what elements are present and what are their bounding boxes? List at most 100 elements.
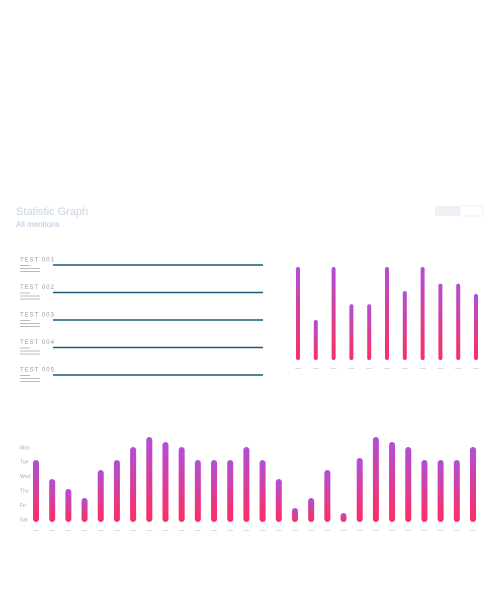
- button[interactable]: [435, 206, 460, 216]
- x-tick: [113, 530, 120, 531]
- x-tick: [330, 368, 337, 369]
- title: Statistic Graph: [16, 206, 88, 218]
- x-tick: [405, 530, 412, 531]
- x-tick: [275, 530, 282, 531]
- bar: [81, 498, 88, 522]
- y-label: Wed: [20, 474, 30, 480]
- x-tick: [227, 530, 234, 531]
- bar: [211, 460, 218, 522]
- x-tick: [178, 530, 185, 531]
- bar: [259, 460, 266, 522]
- bar: [130, 447, 137, 522]
- x-tick: [243, 530, 250, 531]
- bar: [356, 458, 363, 522]
- bar: [474, 293, 478, 360]
- sub-text: [20, 292, 30, 294]
- bar: [367, 304, 372, 360]
- bar: [372, 437, 379, 522]
- bar: [146, 437, 153, 522]
- item-label: TEST 004: [20, 340, 55, 346]
- sub-text: [20, 320, 30, 321]
- x-tick: [308, 530, 315, 531]
- bar: [97, 470, 104, 522]
- x-tick: [291, 530, 298, 531]
- item-label: TEST 005: [20, 368, 55, 374]
- bar: [438, 283, 443, 360]
- button[interactable]: [459, 205, 484, 217]
- bar: [456, 283, 461, 360]
- bar: [194, 460, 201, 522]
- x-tick: [194, 530, 201, 531]
- bar: [275, 479, 282, 522]
- bar: [470, 447, 476, 522]
- y-label: Sat: [20, 517, 28, 523]
- sub-text: [20, 295, 40, 297]
- x-tick: [401, 368, 408, 369]
- bar: [420, 267, 425, 360]
- sub-text: [20, 326, 40, 327]
- x-tick: [453, 530, 460, 531]
- x-tick: [419, 368, 426, 369]
- x-tick: [33, 530, 39, 531]
- x-tick: [470, 530, 476, 531]
- item-label: TEST 001: [20, 258, 55, 264]
- x-tick: [81, 530, 88, 531]
- sub-text: [20, 298, 40, 300]
- sub-text: [20, 268, 40, 269]
- sub-text: [20, 265, 30, 266]
- item-label: TEST 002: [20, 285, 55, 291]
- bar: [453, 460, 460, 522]
- sub-text: [20, 271, 40, 272]
- x-tick: [49, 530, 56, 531]
- x-tick: [384, 368, 390, 369]
- bar: [178, 447, 185, 522]
- bar: [349, 304, 354, 360]
- bar: [49, 479, 56, 522]
- bar: [33, 460, 39, 522]
- x-tick: [389, 530, 396, 531]
- y-label: Tue: [20, 460, 29, 466]
- x-tick: [312, 368, 319, 369]
- bar: [113, 460, 120, 522]
- bar: [405, 447, 412, 522]
- y-label: Thu: [20, 489, 29, 495]
- bar: [437, 460, 444, 522]
- x-tick: [366, 368, 373, 369]
- item-label: TEST 003: [20, 313, 55, 319]
- bar: [421, 460, 428, 522]
- sub-text: [20, 381, 40, 382]
- x-tick: [65, 530, 72, 531]
- sub-text: [20, 323, 40, 324]
- bar: [65, 489, 72, 522]
- bar: [385, 267, 389, 360]
- x-tick: [340, 530, 347, 531]
- bar: [243, 447, 250, 522]
- x-tick: [211, 530, 218, 531]
- x-tick: [437, 368, 444, 369]
- x-tick: [97, 530, 104, 531]
- x-tick: [437, 530, 444, 531]
- sub-text: [20, 350, 40, 352]
- y-label: Fri: [20, 503, 26, 509]
- subtitle: All mentions: [16, 220, 60, 229]
- sub-text: [20, 375, 30, 376]
- bar: [340, 513, 347, 522]
- x-tick: [295, 368, 301, 369]
- x-tick: [146, 530, 153, 531]
- bar: [296, 267, 300, 360]
- x-tick: [324, 530, 331, 531]
- bar: [291, 508, 298, 522]
- content: TEST 001 TEST 002 TEST 003 TEST 004 TEST 005…: [20, 258, 479, 531]
- sub-text: [20, 353, 40, 355]
- x-tick: [421, 530, 428, 531]
- x-tick: [473, 368, 479, 369]
- bar: [331, 267, 336, 360]
- bar: [389, 442, 396, 522]
- x-tick: [130, 530, 137, 531]
- x-tick: [348, 368, 355, 369]
- x-tick: [356, 530, 363, 531]
- bar: [308, 498, 315, 522]
- x-tick: [372, 530, 379, 531]
